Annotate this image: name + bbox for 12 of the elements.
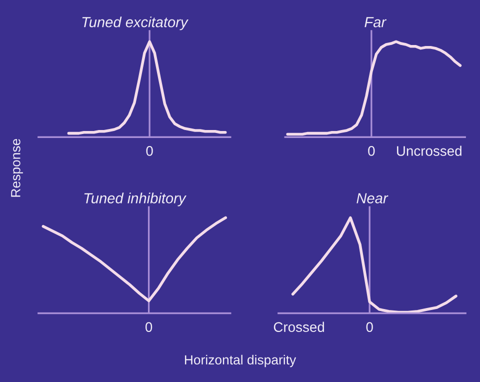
chart-title: Tuned excitatory (82, 16, 189, 30)
chart-title: Near (356, 193, 388, 204)
chart-title: Far (364, 17, 387, 28)
y-axis-title: Response (11, 138, 23, 197)
text: Uncrossed (397, 146, 462, 156)
text: Crossed (274, 322, 324, 332)
text: 0 (368, 146, 375, 156)
text: 0 (146, 146, 153, 156)
chart-title: Tuned inhibitory (84, 192, 186, 206)
x-axis-title: Horizontal disparity (184, 354, 296, 368)
text: 0 (145, 322, 152, 332)
text: 0 (366, 322, 373, 332)
